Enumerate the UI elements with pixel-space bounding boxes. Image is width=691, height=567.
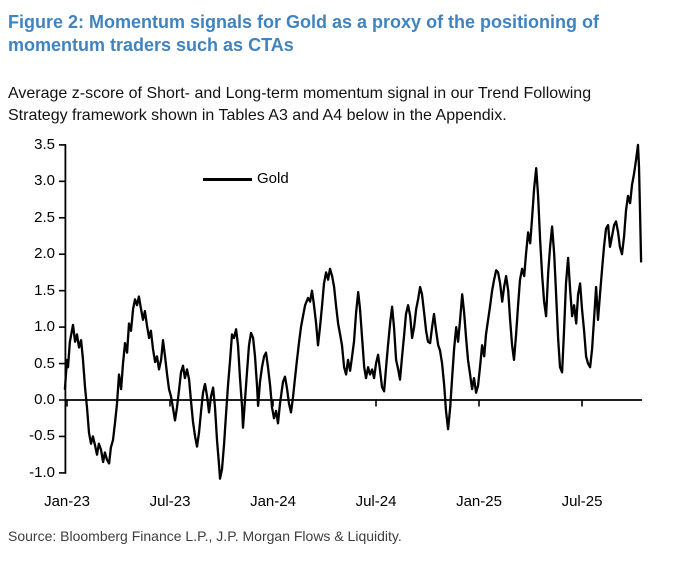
y-axis-label: 3.5 [34, 136, 55, 153]
gold-series-line [63, 143, 643, 480]
legend-label: Gold [257, 170, 289, 187]
x-axis-label: Jul-24 [355, 493, 397, 510]
x-axis-label: Jan-24 [250, 493, 296, 510]
figure-subtitle: Average z-score of Short- and Long-term … [8, 85, 592, 125]
legend-line-swatch [203, 178, 252, 181]
y-axis-label: 1.5 [34, 282, 55, 299]
x-axis-label: Jul-23 [149, 493, 191, 510]
x-axis-label: Jan-25 [456, 493, 502, 510]
source-note: Source: Bloomberg Finance L.P., J.P. Mor… [8, 528, 402, 544]
y-axis-label: -1.0 [29, 464, 55, 481]
axis-ticks [59, 144, 583, 474]
y-axis-label: 0.5 [34, 355, 55, 372]
figure-title: Figure 2: Momentum signals for Gold as a… [8, 12, 600, 56]
x-axis-label: Jul-25 [561, 493, 603, 510]
y-axis-label: 3.0 [34, 172, 55, 189]
y-axis-label: 2.0 [34, 245, 55, 262]
y-axis-label: -0.5 [29, 427, 55, 444]
y-axis-label: 0.0 [34, 391, 55, 408]
x-axis-label: Jan-23 [44, 493, 90, 510]
y-axis-label: 2.5 [34, 209, 55, 226]
y-axis-label: 1.0 [34, 318, 55, 335]
